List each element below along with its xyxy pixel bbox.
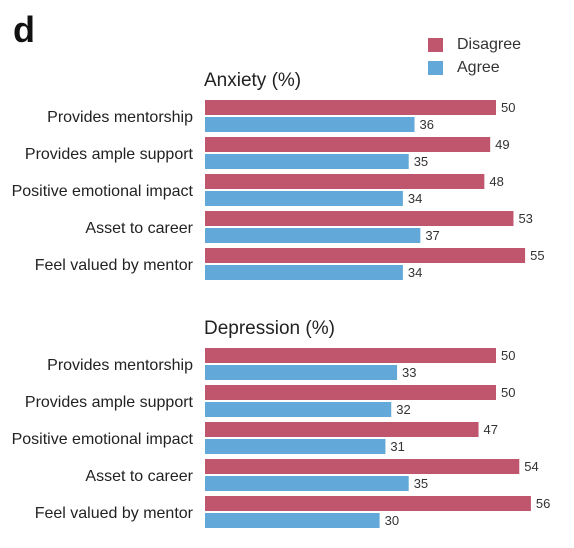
anxiety-bar-disagree-provides-ample-support [205, 137, 491, 152]
depression-bar-disagree-positive-emotional-impact [205, 422, 479, 437]
anxiety-value-label-disagree-feel-valued-by-mentor: 55 [530, 248, 544, 263]
depression-value-label-disagree-asset-to-career: 54 [524, 459, 538, 474]
anxiety-category-label-provides-ample-support: Provides ample support [25, 146, 194, 163]
depression-value-label-agree-provides-ample-support: 32 [396, 402, 410, 417]
depression-category-label-asset-to-career: Asset to career [85, 468, 193, 485]
panel-label: d [13, 9, 35, 50]
anxiety-bar-agree-feel-valued-by-mentor [205, 265, 403, 280]
anxiety-bar-disagree-feel-valued-by-mentor [205, 248, 526, 263]
anxiety-category-label-provides-mentorship: Provides mentorship [47, 109, 193, 126]
depression-bar-disagree-asset-to-career [205, 459, 520, 474]
legend-label-agree: Agree [457, 59, 500, 76]
depression-bar-disagree-feel-valued-by-mentor [205, 496, 531, 511]
depression-category-label-positive-emotional-impact: Positive emotional impact [12, 431, 194, 448]
anxiety-category-label-positive-emotional-impact: Positive emotional impact [12, 183, 194, 200]
legend-label-disagree: Disagree [457, 36, 522, 53]
depression-chart: Depression (%) Provides mentorship 50 33 Pro… [12, 318, 550, 528]
depression-chart-title: Depression (%) [204, 318, 335, 339]
anxiety-value-label-agree-provides-ample-support: 35 [414, 154, 428, 169]
anxiety-value-label-disagree-provides-ample-support: 49 [495, 137, 509, 152]
depression-category-label-provides-ample-support: Provides ample support [25, 394, 194, 411]
depression-value-label-disagree-provides-ample-support: 50 [501, 385, 515, 400]
anxiety-bar-agree-asset-to-career [205, 228, 421, 243]
anxiety-value-label-disagree-positive-emotional-impact: 48 [489, 174, 503, 189]
depression-value-label-disagree-provides-mentorship: 50 [501, 348, 515, 363]
anxiety-bar-agree-provides-mentorship [205, 117, 415, 132]
depression-value-label-agree-positive-emotional-impact: 31 [390, 439, 404, 454]
depression-bar-disagree-provides-ample-support [205, 385, 496, 400]
anxiety-value-label-agree-asset-to-career: 37 [425, 228, 439, 243]
anxiety-value-label-disagree-asset-to-career: 53 [518, 211, 532, 226]
anxiety-bar-agree-provides-ample-support [205, 154, 409, 169]
anxiety-chart-title: Anxiety (%) [204, 70, 301, 91]
legend-swatch-disagree [428, 38, 443, 52]
depression-bar-disagree-provides-mentorship [205, 348, 496, 363]
depression-value-label-agree-asset-to-career: 35 [414, 476, 428, 491]
anxiety-chart: Anxiety (%) Provides mentorship 50 36 Provid… [12, 70, 545, 280]
anxiety-value-label-agree-provides-mentorship: 36 [420, 117, 434, 132]
depression-value-label-disagree-positive-emotional-impact: 47 [484, 422, 498, 437]
depression-value-label-disagree-feel-valued-by-mentor: 56 [536, 496, 550, 511]
depression-category-label-provides-mentorship: Provides mentorship [47, 357, 193, 374]
depression-value-label-agree-provides-mentorship: 33 [402, 365, 416, 380]
depression-category-label-feel-valued-by-mentor: Feel valued by mentor [35, 505, 194, 522]
depression-bar-agree-positive-emotional-impact [205, 439, 386, 454]
depression-value-label-agree-feel-valued-by-mentor: 30 [385, 513, 399, 528]
depression-bar-agree-asset-to-career [205, 476, 409, 491]
anxiety-bar-disagree-asset-to-career [205, 211, 514, 226]
anxiety-value-label-agree-positive-emotional-impact: 34 [408, 191, 422, 206]
anxiety-category-label-feel-valued-by-mentor: Feel valued by mentor [35, 257, 194, 274]
anxiety-category-label-asset-to-career: Asset to career [85, 220, 193, 237]
depression-bar-agree-provides-ample-support [205, 402, 392, 417]
anxiety-bar-disagree-provides-mentorship [205, 100, 496, 115]
legend-item-disagree: Disagree [428, 35, 521, 55]
anxiety-bar-agree-positive-emotional-impact [205, 191, 403, 206]
legend-swatch-agree [428, 61, 443, 75]
depression-bar-agree-feel-valued-by-mentor [205, 513, 380, 528]
legend-item-agree: Agree [428, 58, 500, 78]
anxiety-bar-disagree-positive-emotional-impact [205, 174, 485, 189]
anxiety-value-label-agree-feel-valued-by-mentor: 34 [408, 265, 422, 280]
depression-bar-agree-provides-mentorship [205, 365, 398, 380]
anxiety-value-label-disagree-provides-mentorship: 50 [501, 100, 515, 115]
